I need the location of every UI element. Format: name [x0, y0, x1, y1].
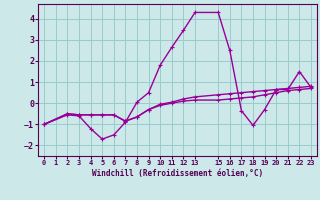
- X-axis label: Windchill (Refroidissement éolien,°C): Windchill (Refroidissement éolien,°C): [92, 169, 263, 178]
